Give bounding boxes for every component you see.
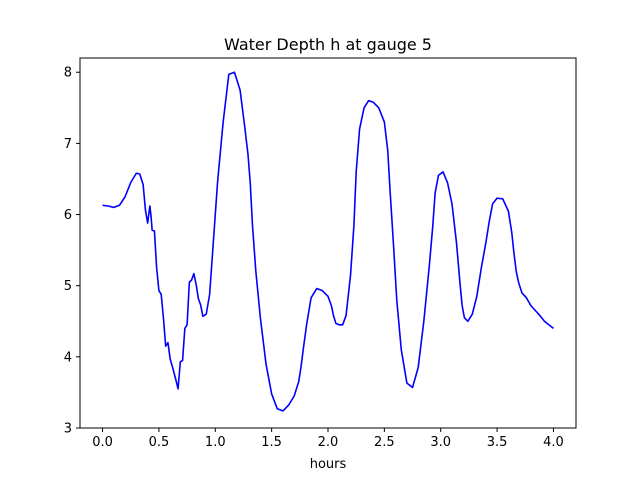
y-tick-label: 4 — [64, 350, 72, 365]
series-line-water-depth — [102, 71, 554, 412]
x-tick-label: 1.5 — [261, 435, 282, 450]
x-tick-label: 4.0 — [543, 435, 564, 450]
x-tick-label: 3.5 — [487, 435, 508, 450]
y-tick-label: 3 — [64, 422, 72, 437]
y-tick-label: 6 — [64, 208, 72, 223]
x-tick-label: 1.0 — [205, 435, 226, 450]
series-layer — [102, 71, 554, 412]
x-tick-label: 3.0 — [430, 435, 451, 450]
y-tick-label: 7 — [64, 137, 72, 152]
x-axis: 0.0 0.5 1.0 1.5 2.0 2.5 3.0 3.5 4.0 — [92, 428, 564, 450]
x-tick-label: 2.5 — [374, 435, 395, 450]
x-tick-label: 0.0 — [92, 435, 113, 450]
plot-area — [80, 58, 576, 428]
y-tick-label: 5 — [64, 279, 72, 294]
y-tick-label: 8 — [64, 66, 72, 81]
y-axis: 3 4 5 6 7 8 — [64, 66, 80, 437]
chart-title: Water Depth h at gauge 5 — [224, 35, 432, 54]
x-axis-label: hours — [310, 457, 347, 472]
x-tick-label: 2.0 — [318, 435, 339, 450]
x-tick-label: 0.5 — [149, 435, 170, 450]
